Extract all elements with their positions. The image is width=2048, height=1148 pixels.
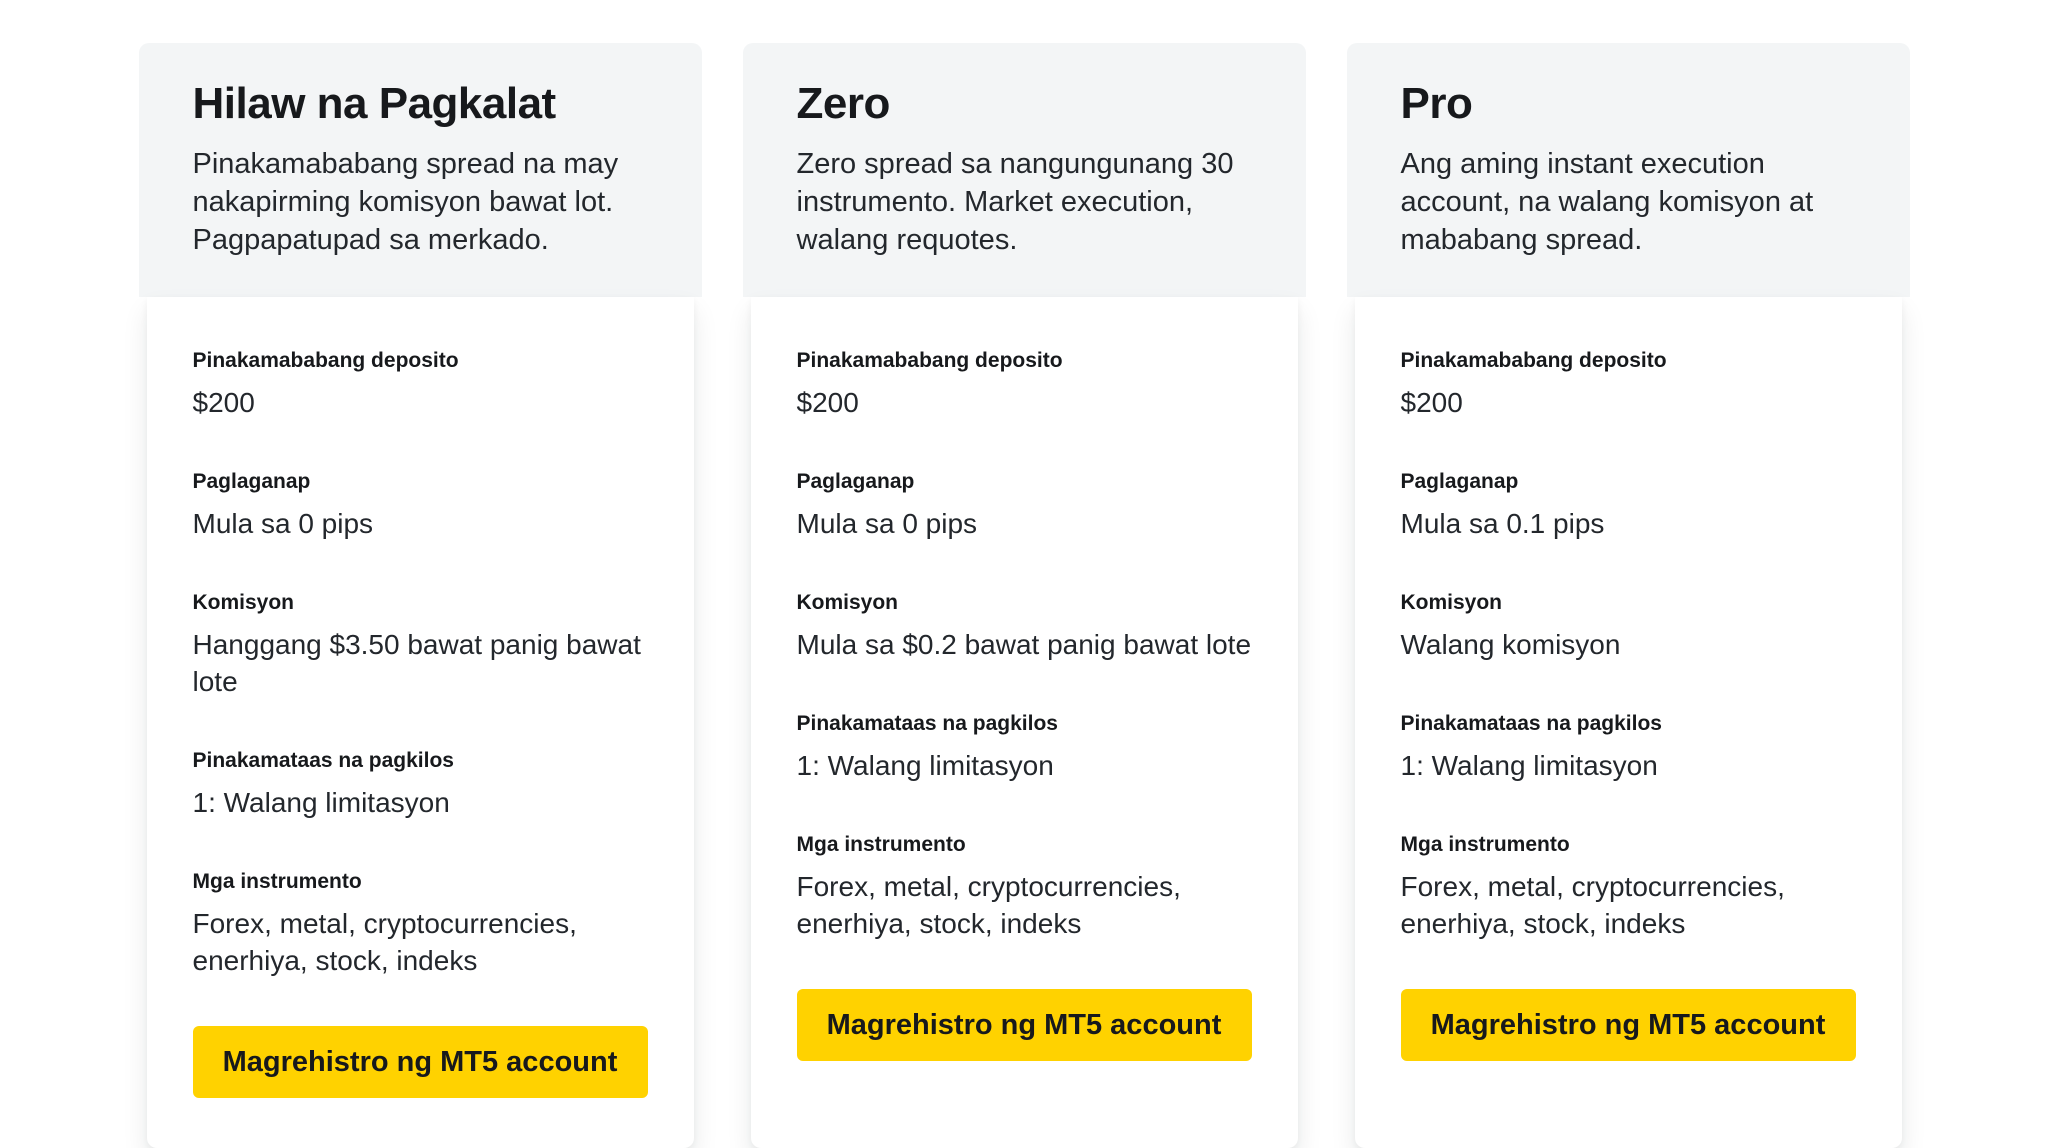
feature-list: Pinakamababang deposito $200 Paglaganap … xyxy=(797,347,1252,942)
feature-label: Paglaganap xyxy=(796,470,915,493)
feature-label: Pinakamababang deposito xyxy=(796,349,1063,372)
feature-label: Pinakamataas na pagkilos xyxy=(796,712,1058,735)
accounts-pricing-section: Hilaw na Pagkalat Pinakamababang spread … xyxy=(138,43,1910,1098)
feature-list: Pinakamababang deposito $200 Paglaganap … xyxy=(193,347,648,979)
feature-row: Pinakamababang deposito $200 xyxy=(1401,347,1856,421)
feature-label: Paglaganap xyxy=(192,470,311,493)
register-mt5-button[interactable]: Magrehistro ng MT5 account xyxy=(796,989,1252,1061)
feature-value: Forex, metal, cryptocurrencies, enerhiya… xyxy=(796,871,1181,939)
feature-label: Komisyon xyxy=(796,591,899,614)
feature-value: Mula sa 0.1 pips xyxy=(1400,508,1605,539)
account-card: Pro Ang aming instant execution account,… xyxy=(1346,43,1910,1148)
feature-value: 1: Walang limitasyon xyxy=(796,750,1054,781)
feature-row: Pinakamataas na pagkilos 1: Walang limit… xyxy=(797,710,1252,784)
feature-label: Komisyon xyxy=(192,591,295,614)
feature-value: Forex, metal, cryptocurrencies, enerhiya… xyxy=(192,908,577,976)
feature-row: Komisyon Walang komisyon xyxy=(1401,589,1856,663)
feature-value: Mula sa 0 pips xyxy=(192,508,374,539)
register-mt5-button[interactable]: Magrehistro ng MT5 account xyxy=(192,1026,648,1098)
account-title: Pro xyxy=(1400,79,1473,128)
feature-row: Komisyon Hanggang $3.50 bawat panig bawa… xyxy=(193,589,648,700)
feature-label: Mga instrumento xyxy=(796,833,966,856)
account-title: Hilaw na Pagkalat xyxy=(192,79,557,128)
account-card: Hilaw na Pagkalat Pinakamababang spread … xyxy=(138,43,702,1148)
feature-value: 1: Walang limitasyon xyxy=(192,787,450,818)
feature-value: $200 xyxy=(192,387,255,418)
feature-value: Hanggang $3.50 bawat panig bawat lote xyxy=(192,629,641,697)
feature-label: Pinakamataas na pagkilos xyxy=(1400,712,1662,735)
feature-value: Mula sa $0.2 bawat panig bawat lote xyxy=(796,629,1252,660)
account-card-body: Pinakamababang deposito $200 Paglaganap … xyxy=(1354,297,1902,1148)
feature-label: Mga instrumento xyxy=(1400,833,1570,856)
account-card-body: Pinakamababang deposito $200 Paglaganap … xyxy=(146,297,694,1148)
feature-row: Komisyon Mula sa $0.2 bawat panig bawat … xyxy=(797,589,1252,663)
feature-row: Pinakamababang deposito $200 xyxy=(193,347,648,421)
feature-value: Forex, metal, cryptocurrencies, enerhiya… xyxy=(1400,871,1785,939)
feature-label: Paglaganap xyxy=(1400,470,1519,493)
feature-value: Walang komisyon xyxy=(1400,629,1621,660)
account-title: Zero xyxy=(796,79,891,128)
feature-value: Mula sa 0 pips xyxy=(796,508,978,539)
feature-label: Mga instrumento xyxy=(192,870,362,893)
feature-label: Komisyon xyxy=(1400,591,1503,614)
feature-row: Pinakamababang deposito $200 xyxy=(797,347,1252,421)
feature-row: Paglaganap Mula sa 0 pips xyxy=(193,468,648,542)
feature-row: Mga instrumento Forex, metal, cryptocurr… xyxy=(193,868,648,979)
register-mt5-button[interactable]: Magrehistro ng MT5 account xyxy=(1400,989,1856,1061)
feature-label: Pinakamababang deposito xyxy=(1400,349,1667,372)
feature-label: Pinakamababang deposito xyxy=(192,349,459,372)
feature-list: Pinakamababang deposito $200 Paglaganap … xyxy=(1401,347,1856,942)
feature-row: Mga instrumento Forex, metal, cryptocurr… xyxy=(797,831,1252,942)
account-card-header: Hilaw na Pagkalat Pinakamababang spread … xyxy=(138,43,702,297)
account-card-body: Pinakamababang deposito $200 Paglaganap … xyxy=(750,297,1298,1148)
account-description: Pinakamababang spread na may nakapirming… xyxy=(192,148,619,256)
feature-label: Pinakamataas na pagkilos xyxy=(192,749,454,772)
feature-row: Paglaganap Mula sa 0 pips xyxy=(797,468,1252,542)
feature-row: Mga instrumento Forex, metal, cryptocurr… xyxy=(1401,831,1856,942)
account-card-header: Pro Ang aming instant execution account,… xyxy=(1346,43,1910,297)
account-card: Zero Zero spread sa nangungunang 30 inst… xyxy=(742,43,1306,1148)
account-description: Ang aming instant execution account, na … xyxy=(1400,148,1814,256)
account-description: Zero spread sa nangungunang 30 instrumen… xyxy=(796,148,1234,256)
feature-row: Pinakamataas na pagkilos 1: Walang limit… xyxy=(193,747,648,821)
account-card-header: Zero Zero spread sa nangungunang 30 inst… xyxy=(742,43,1306,297)
feature-row: Paglaganap Mula sa 0.1 pips xyxy=(1401,468,1856,542)
feature-value: $200 xyxy=(1400,387,1463,418)
feature-value: $200 xyxy=(796,387,859,418)
feature-value: 1: Walang limitasyon xyxy=(1400,750,1658,781)
feature-row: Pinakamataas na pagkilos 1: Walang limit… xyxy=(1401,710,1856,784)
